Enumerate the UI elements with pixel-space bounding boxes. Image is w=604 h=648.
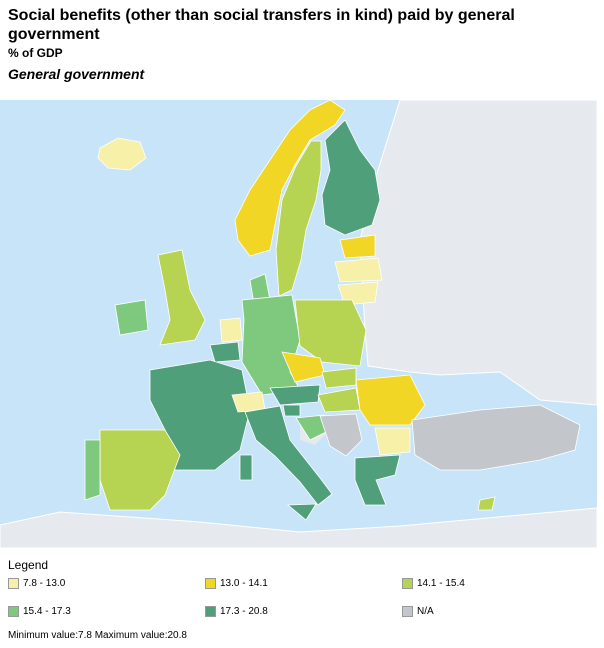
non-eu-land xyxy=(0,507,597,548)
unit: % of GDP xyxy=(8,46,63,60)
subtitle: General government xyxy=(8,66,145,82)
legend-swatch xyxy=(402,606,413,617)
country xyxy=(321,367,357,389)
legend-swatch xyxy=(402,578,413,589)
country xyxy=(157,249,206,346)
country xyxy=(321,119,381,236)
legend-item: 7.8 - 13.0 xyxy=(8,578,65,589)
legend-label: N/A xyxy=(417,606,434,617)
country xyxy=(282,404,301,417)
country xyxy=(294,299,367,367)
legend-label: 14.1 - 15.4 xyxy=(417,578,465,589)
legend-item: 17.3 - 20.8 xyxy=(205,606,268,617)
legend-item: 14.1 - 15.4 xyxy=(402,578,465,589)
country xyxy=(275,140,322,297)
country xyxy=(354,454,401,506)
country xyxy=(114,299,149,336)
legend-item: 13.0 - 14.1 xyxy=(205,578,268,589)
title: Social benefits (other than social trans… xyxy=(8,7,515,43)
country xyxy=(337,281,379,306)
country xyxy=(339,234,376,259)
legend-swatch xyxy=(8,578,19,589)
country xyxy=(231,391,266,413)
legend-label: 17.3 - 20.8 xyxy=(220,606,268,617)
country xyxy=(209,341,241,363)
country xyxy=(99,429,181,511)
legend-item: N/A xyxy=(402,606,434,617)
black-sea xyxy=(412,375,508,415)
legend-label: 13.0 - 14.1 xyxy=(220,578,268,589)
map xyxy=(0,100,597,548)
country xyxy=(334,257,383,283)
country xyxy=(269,384,321,406)
country xyxy=(84,439,101,501)
country xyxy=(219,317,243,343)
legend-item: 15.4 - 17.3 xyxy=(8,606,71,617)
legend-swatch xyxy=(8,606,19,617)
country xyxy=(149,359,251,471)
country xyxy=(319,413,363,457)
country xyxy=(355,374,426,426)
legend-swatch xyxy=(205,578,216,589)
legend-swatch xyxy=(205,606,216,617)
legend-title: Legend xyxy=(8,558,49,572)
country xyxy=(97,137,147,171)
country xyxy=(411,404,581,471)
country xyxy=(234,100,346,257)
footer: Minimum value:7.8 Maximum value:20.8 xyxy=(8,630,187,641)
country xyxy=(244,405,333,506)
country xyxy=(239,454,253,481)
legend-label: 7.8 - 13.0 xyxy=(23,578,66,589)
non-eu-land xyxy=(359,100,597,406)
legend-label: 15.4 - 17.3 xyxy=(23,606,71,617)
country xyxy=(374,427,411,456)
country xyxy=(286,503,317,521)
country xyxy=(477,496,496,511)
